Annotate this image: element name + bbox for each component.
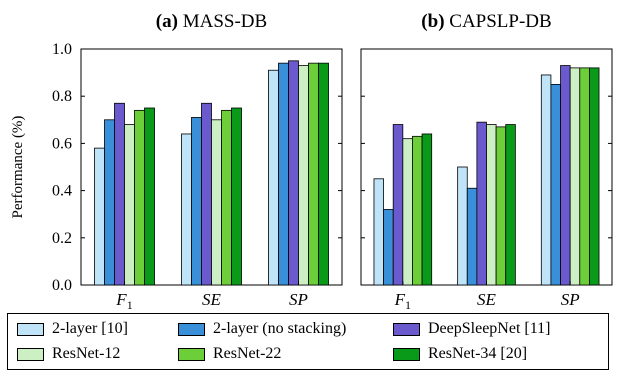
bar-resnet-12-f1 [402,138,413,286]
x-tick-label: F1 [115,290,132,312]
bar-2-layer-10-f1 [373,178,384,286]
x-tick-label: SP [561,290,580,309]
bar-resnet-12-sp [569,67,581,286]
bar-resnet-22-sp [579,67,590,286]
bar-resnet-34-20-se [231,107,242,286]
bar-2-layer-no-stacking-se [466,187,478,286]
bar-resnet-12-se [211,119,222,286]
legend-swatch-resnet-12 [17,347,44,361]
legend-item-2-layer-no-stacking: 2-layer (no stacking) [178,319,346,339]
bar-2-layer-no-stacking-se [191,117,202,286]
bar-2-layer-no-stacking-f1 [104,119,115,286]
legend-item-resnet-34: ResNet-34 [20] [393,344,527,364]
legend-swatch-resnet-22 [178,347,205,361]
x-tick-label-main: F [115,290,127,309]
legend-label-resnet-12: ResNet-12 [52,345,121,362]
legend-label-2-layer-no-stacking: 2-layer (no stacking) [213,320,347,337]
bar-2-layer-no-stacking-sp [550,84,561,286]
chart-title-text: MASS-DB [183,11,267,32]
legend-item-2-layer: 2-layer [10] [17,319,128,339]
legend-swatch-resnet-34 [393,347,420,361]
chart-title-prefix: (a) [156,11,183,32]
chart-panel-b: (b) CAPSLP-DB F1 SE SP [360,11,613,312]
legend-swatch-2-layer-no-stacking [178,322,205,336]
legend-swatch-deepsleepnet [393,322,420,336]
bar-deepsleepnet-11-se [476,121,487,286]
bar-resnet-34-20-sp [318,62,329,286]
bar-2-layer-10-sp [540,74,552,286]
y-tick-label: 0.2 [52,230,72,247]
x-tick-label-subscript: 1 [127,298,133,312]
bar-2-layer-10-f1 [94,147,105,286]
legend-label-deepsleepnet: DeepSleepNet [11] [428,320,551,337]
bar-resnet-34-20-f1 [144,107,155,286]
legend-swatch-2-layer [17,322,44,336]
legend: 2-layer [10] 2-layer (no stacking) DeepS… [7,313,609,370]
chart-title: (b) CAPSLP-DB [421,11,551,32]
bar-resnet-22-f1 [412,135,423,286]
bar-resnet-12-se [486,124,497,286]
bar-2-layer-no-stacking-sp [278,62,289,286]
x-tick-label: SE [477,290,497,309]
legend-item-deepsleepnet: DeepSleepNet [11] [393,319,550,339]
legend-label-2-layer: 2-layer [10] [52,320,128,337]
bar-resnet-34-20-f1 [421,133,433,286]
x-tick-label: SE [202,290,222,309]
legend-item-resnet-12: ResNet-12 [17,344,120,364]
legend-label-resnet-22: ResNet-22 [213,345,282,362]
bar-deepsleepnet-11-sp [560,65,571,286]
bar-deepsleepnet-11-f1 [114,102,125,286]
x-tick-label-main: SE [202,290,222,309]
chart-title-text: CAPSLP-DB [449,11,551,32]
bar-resnet-34-20-sp [589,67,600,286]
bar-deepsleepnet-11-se [201,102,212,286]
x-tick-label-main: SP [289,290,308,309]
y-tick-label: 1.0 [52,41,72,58]
bar-resnet-12-f1 [124,124,135,286]
bar-resnet-22-se [495,126,507,286]
legend-label-resnet-34: ResNet-34 [20] [428,345,528,362]
x-tick-label: F1 [394,290,411,312]
bar-resnet-22-f1 [134,109,145,286]
bar-2-layer-10-sp [268,69,279,286]
bar-resnet-34-20-se [505,124,516,286]
x-tick-label: SP [289,290,308,309]
chart-panel-a: (a) MASS-DB 0.0 0.2 0.4 0.6 0.8 1.0 Performance… [10,11,343,312]
bar-resnet-22-sp [308,62,319,286]
legend-item-resnet-22: ResNet-22 [178,344,281,364]
y-tick-label: 0.8 [52,88,72,105]
x-tick-label-main: SP [561,290,580,309]
bar-resnet-22-se [221,109,232,286]
bar-deepsleepnet-11-f1 [392,124,404,286]
bar-deepsleepnet-11-sp [288,60,299,286]
x-tick-label-main: F [394,290,406,309]
bar-resnet-12-sp [298,65,309,286]
bar-2-layer-10-se [181,133,192,286]
x-tick-label-main: SE [477,290,497,309]
bar-2-layer-no-stacking-f1 [383,209,394,286]
chart-title: (a) MASS-DB [156,11,267,32]
y-tick-label: 0.0 [52,277,72,294]
y-tick-label: 0.4 [52,183,72,200]
y-tick-label: 0.6 [52,135,72,152]
chart-title-prefix: (b) [421,11,449,32]
x-tick-label-subscript: 1 [405,298,411,312]
bar-2-layer-10-se [457,166,468,286]
y-axis-label: Performance (%) [10,116,26,219]
